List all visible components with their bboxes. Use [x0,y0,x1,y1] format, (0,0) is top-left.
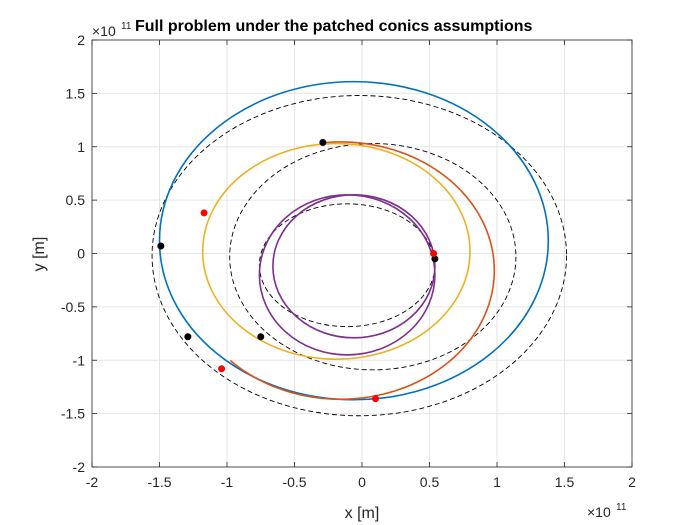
x-tick-label: -1 [221,474,234,490]
y-tick-label: -2 [73,459,86,475]
y-tick-label: 1.5 [66,85,86,101]
y-tick-label: 0.5 [66,192,86,208]
x-tick-label: 0.5 [420,474,440,490]
x-axis-label: x [m] [345,505,380,522]
y-tick-label: 2 [77,32,85,48]
planet-orbit-dashed [151,95,567,417]
x-exponent-power: 11 [616,502,627,513]
x-tick-label: 0 [358,474,366,490]
black-marker [157,242,165,250]
y-exponent-power: 11 [121,21,132,32]
trajectory-series-4 [272,193,436,339]
x-tick-label: -1.5 [147,474,171,490]
chart-title: Full problem under the patched conics as… [135,18,532,35]
x-tick-label: 1 [493,474,501,490]
grid [91,39,633,468]
markers [157,138,439,403]
planet-orbit-dashed [229,143,517,371]
trajectory-series-1 [229,141,496,401]
x-tick-label: 2 [628,474,636,490]
black-marker [319,138,327,146]
orbits [151,80,567,417]
black-marker [257,333,265,341]
red-marker [372,395,379,403]
x-tick-label: 1.5 [555,474,575,490]
x-tick-label: -0.5 [282,474,306,490]
y-tick-label: -1 [73,352,86,368]
black-marker [184,333,192,341]
y-tick-label: 1 [77,139,85,155]
y-axis-label: y [m] [31,237,48,272]
ticks: -2 -1.5 -1 -0.5 0 0.5 1 1.5 2 -2 -1.5 -1 -0.5 0 0.5 1 1.… [61,32,636,490]
x-tick-label: -2 [86,474,99,490]
y-exponent-base: ×10 [92,23,116,39]
y-tick-label: -1.5 [61,406,85,422]
x-exponent-base: ×10 [587,504,611,520]
trajectory-series-2 [201,142,471,360]
red-marker [218,365,226,373]
y-tick-label: -0.5 [61,299,85,315]
red-marker [430,250,438,257]
red-marker [200,209,208,217]
y-tick-label: 0 [77,246,85,262]
trajectory-series-0 [158,80,550,401]
